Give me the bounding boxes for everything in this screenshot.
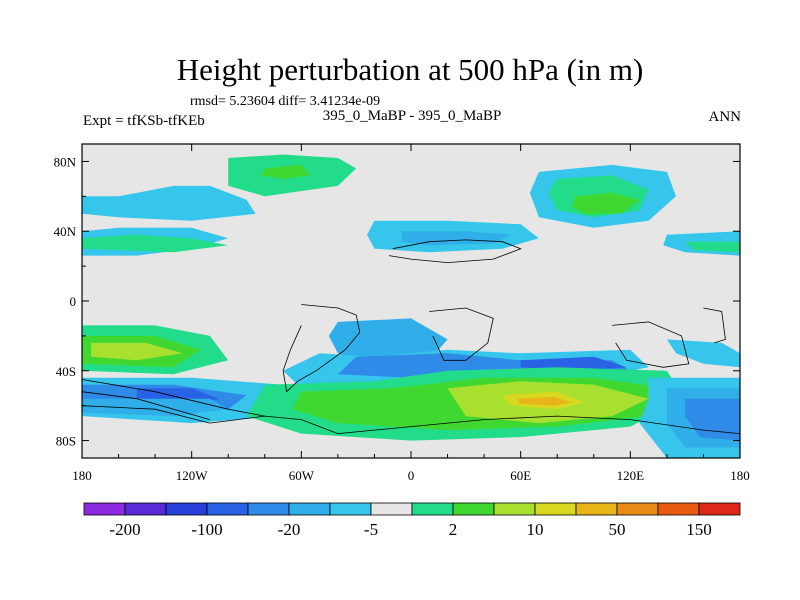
contour-region-26 [517, 396, 572, 406]
experiment-label: Expt = tfKSb-tfKEb [83, 113, 205, 129]
contour-region-29 [685, 398, 740, 441]
colorbar-swatch [370, 502, 413, 516]
colorbar-swatch [165, 502, 208, 516]
map-plot-area [81, 143, 741, 459]
y-tick-label: 80S [56, 434, 76, 449]
period-label: 395_0_MaBP - 395_0_MaBP [323, 108, 502, 124]
x-tick-label: 60W [289, 468, 315, 483]
x-tick-label: 120W [176, 468, 209, 483]
x-tick-label: 120E [617, 468, 645, 483]
colorbar-swatch [411, 502, 454, 516]
stats-line: rmsd= 5.23604 diff= 3.41234e-09 [190, 94, 380, 109]
coastline-2 [429, 307, 494, 361]
x-tick-label: 0 [408, 468, 415, 483]
colorbar-swatch [534, 502, 577, 516]
y-axis: 80N 40N 0 40S 80S [54, 154, 740, 449]
colorbar-swatch [124, 502, 167, 516]
colorbar-swatch [575, 502, 618, 516]
coastline-3 [612, 321, 690, 368]
colorbar-label: -200 [109, 520, 140, 539]
y-tick-label: 80N [54, 154, 77, 169]
colorbar-swatch [616, 502, 659, 516]
contour-region-30 [82, 398, 229, 417]
colorbar-label: -5 [364, 520, 378, 539]
colorbar-swatch [83, 502, 126, 516]
x-tick-label: 180 [730, 468, 750, 483]
colorbar-swatch [698, 502, 741, 516]
colorbar-label: 50 [609, 520, 626, 539]
coastline-5 [82, 405, 740, 435]
colorbar-label: 2 [449, 520, 458, 539]
coastline-7 [82, 391, 211, 420]
contour-region-4 [261, 164, 311, 179]
colorbar-label: -20 [278, 520, 301, 539]
colorbar-swatch [329, 502, 372, 516]
coastline-0 [389, 239, 522, 264]
colorbar-label: 150 [686, 520, 712, 539]
contour-region-0 [82, 185, 256, 221]
contour-region-15 [520, 356, 627, 371]
coastline-6 [82, 379, 265, 417]
colorbar-swatch [247, 502, 290, 516]
contour-region-18 [91, 342, 183, 361]
y-tick-label: 40N [54, 224, 77, 239]
colorbar-label: -100 [191, 520, 222, 539]
chart-title: Height perturbation at 500 hPa (in m) [177, 52, 644, 87]
colorbar-swatch [452, 502, 495, 516]
contour-region-2 [82, 234, 229, 253]
colorbar: -200 -100 -20 -5 2 10 50 150 [83, 502, 741, 539]
contour-region-7 [571, 192, 640, 214]
x-tick-label: 180 [72, 468, 92, 483]
y-tick-label: 40S [56, 364, 76, 379]
colorbar-swatch [288, 502, 331, 516]
coastline-4 [703, 307, 726, 344]
y-tick-label: 0 [70, 294, 77, 309]
colorbar-label: 10 [527, 520, 544, 539]
contour-region-31 [666, 339, 740, 368]
coastlines [82, 239, 740, 435]
contour-region-11 [685, 241, 740, 253]
colorbar-swatch [657, 502, 700, 516]
coastline-1 [282, 304, 361, 393]
colorbar-swatch [493, 502, 536, 516]
x-tick-label: 60E [510, 468, 531, 483]
season-label: ANN [709, 109, 742, 125]
contour-fills [82, 154, 740, 458]
x-axis: 180 120W 60W 0 60E 120E 180 [72, 144, 750, 483]
colorbar-swatch [206, 502, 249, 516]
